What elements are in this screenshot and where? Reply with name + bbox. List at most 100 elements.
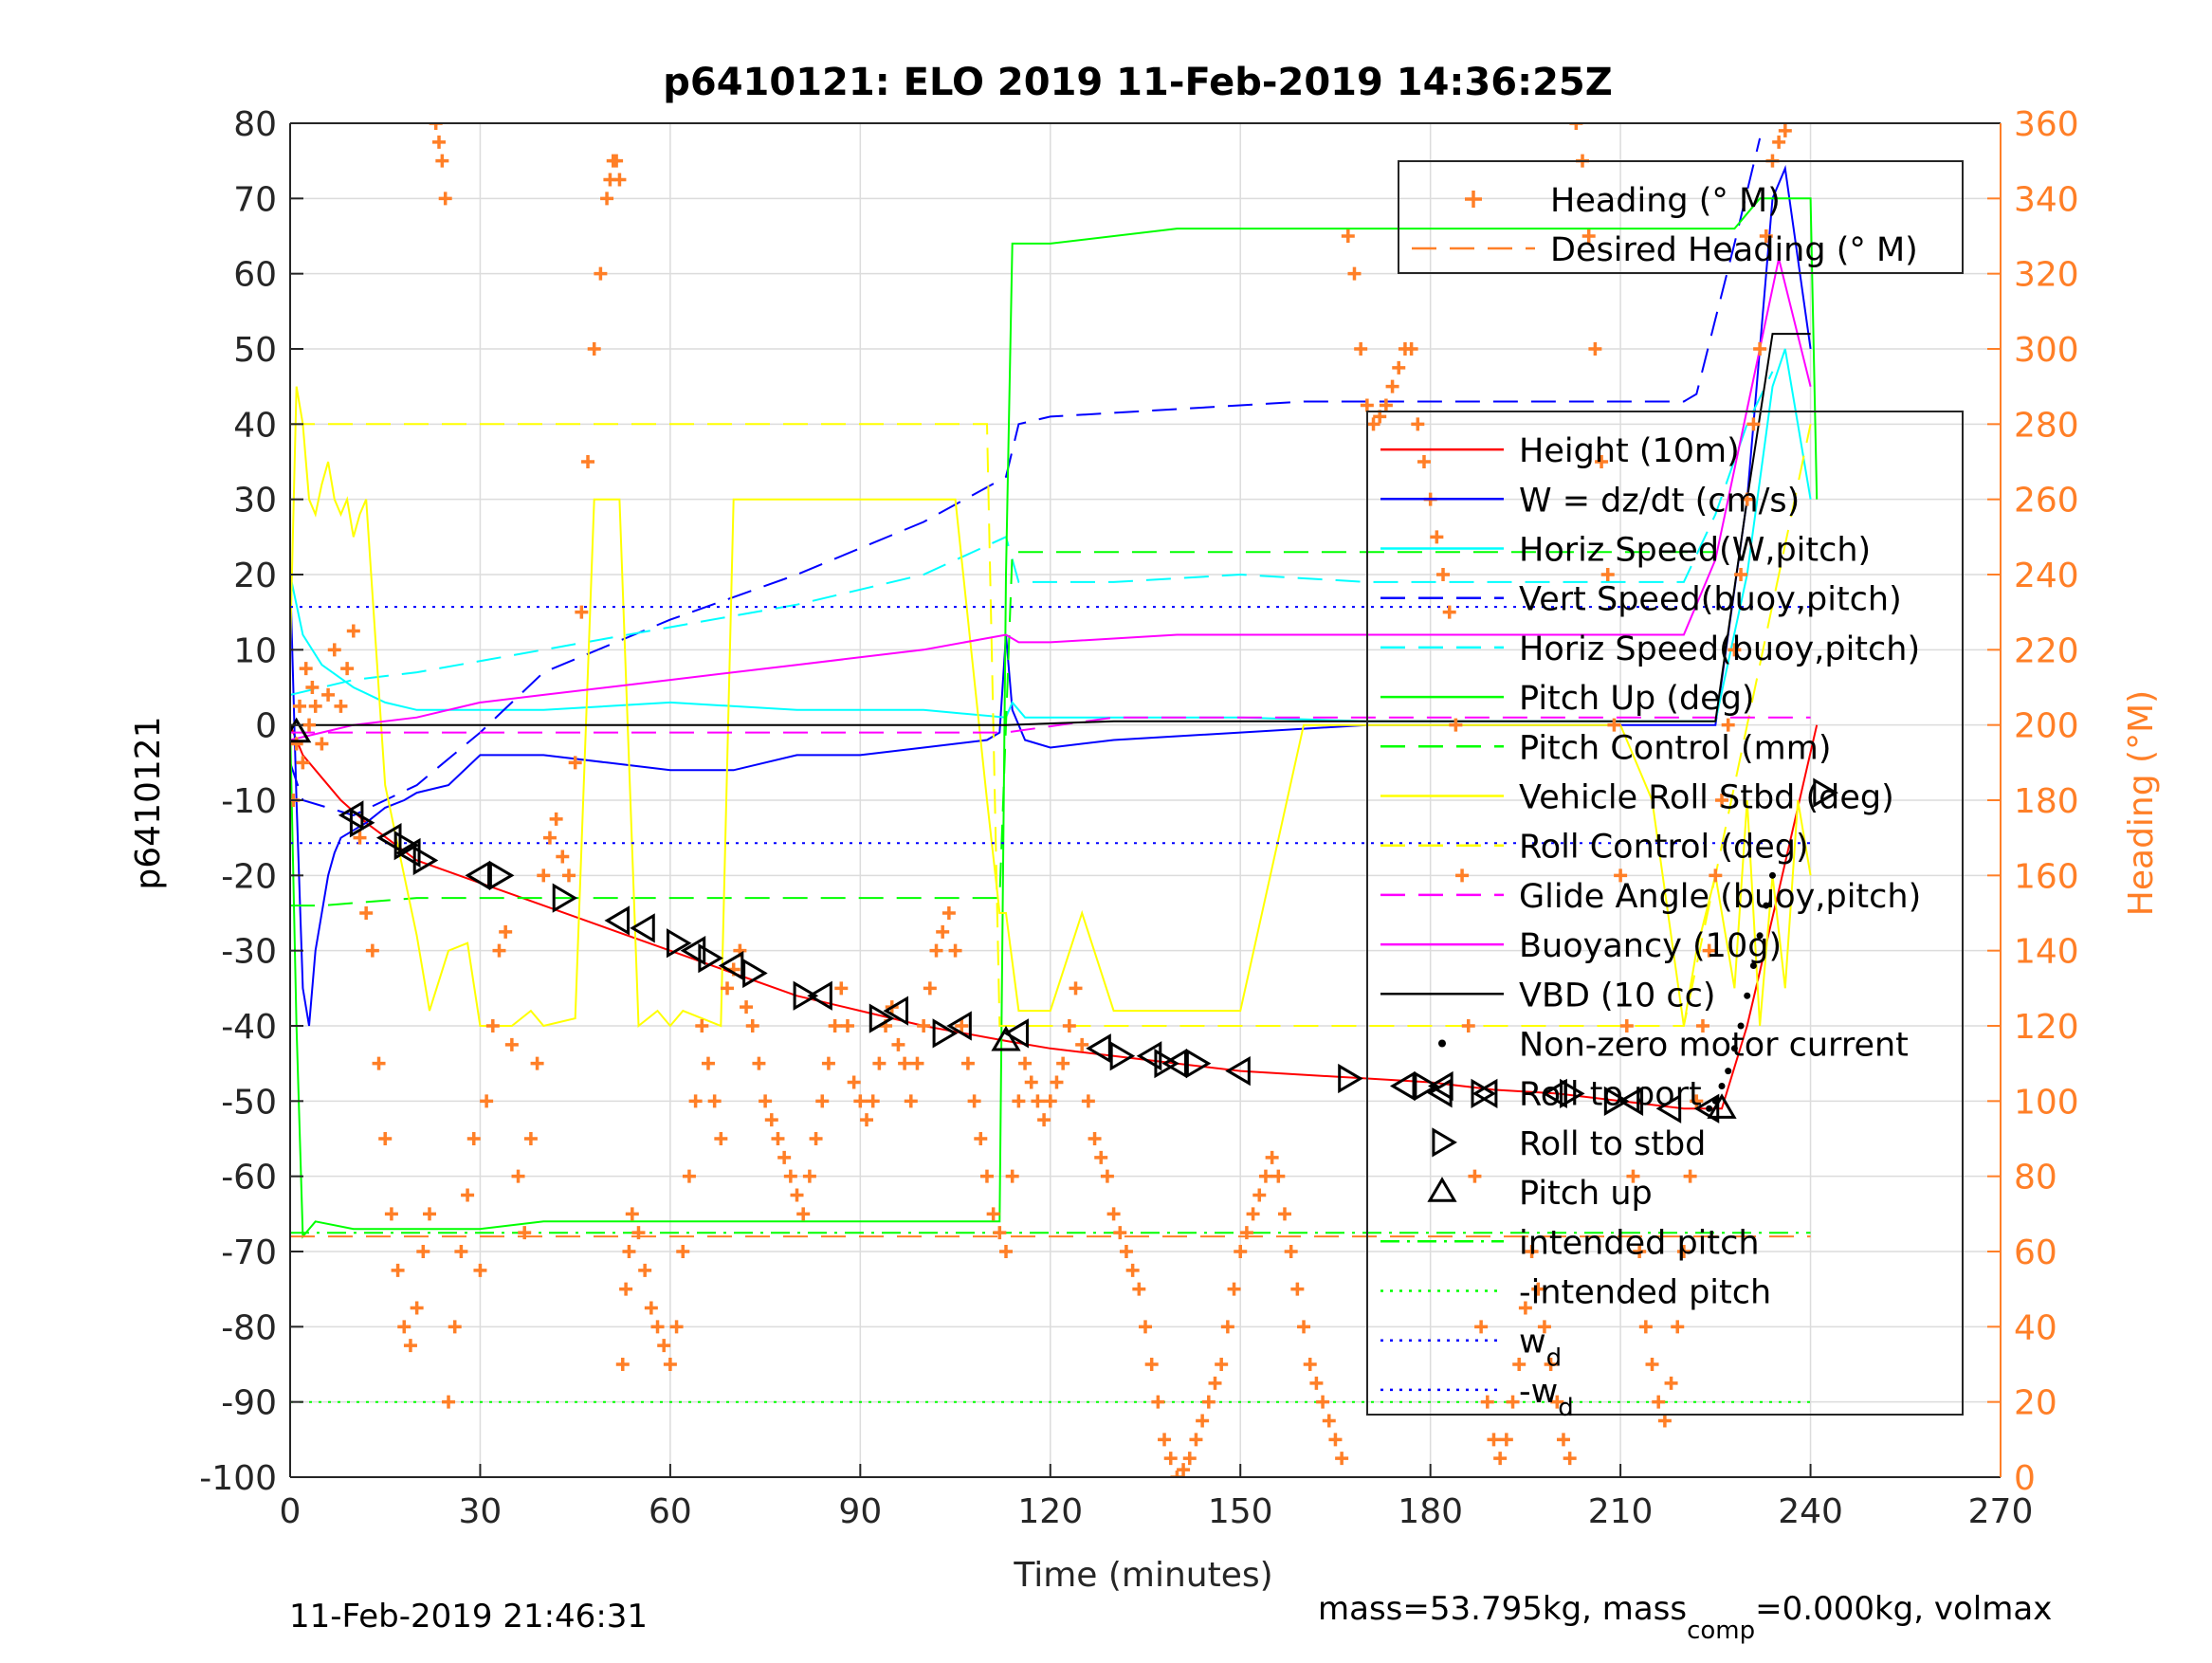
heading-point <box>619 1282 633 1296</box>
y2-tick-label: 340 <box>2014 180 2079 219</box>
y2-tick-label: 60 <box>2014 1234 2057 1272</box>
heading-point <box>967 1094 981 1108</box>
y-tick-label: 30 <box>233 482 277 521</box>
heading-point <box>1246 1207 1260 1221</box>
heading-point <box>1144 1358 1159 1371</box>
heading-point <box>1360 398 1374 412</box>
heading-point <box>1196 1414 1210 1428</box>
heading-point <box>740 1000 754 1014</box>
heading-point <box>1385 379 1399 393</box>
heading-point <box>575 605 589 619</box>
motor-current-point <box>1749 962 1757 970</box>
legend-entry-text: Desired Heading (° M) <box>1550 231 1918 269</box>
heading-point <box>1265 1150 1279 1164</box>
legend-entry-text: intended pitch <box>1519 1224 1760 1262</box>
heading-point <box>1569 123 1583 130</box>
roll-port-marker <box>1693 1093 1720 1124</box>
tick-labels: 0 30 60 90 120 150 180 210 240 270 80 70 60 50 40 30 20 1… <box>199 105 2078 1531</box>
y2-tick-label: 220 <box>2014 631 2079 670</box>
legend-entry-label: Pitch Control (mm) <box>1519 729 1831 767</box>
roll-port-marker <box>718 950 744 981</box>
heading-point <box>454 1245 468 1258</box>
y-tick-label: -90 <box>221 1384 277 1423</box>
heading-point <box>334 699 348 713</box>
y-tick-label: 0 <box>255 707 277 746</box>
heading-point <box>631 1226 646 1240</box>
heading-point <box>1125 1263 1140 1277</box>
legend-entry-text: Pitch up <box>1519 1175 1653 1213</box>
heading-point <box>1227 1282 1241 1296</box>
heading-point <box>561 868 576 883</box>
heading-point <box>302 718 317 732</box>
heading-point <box>1005 1169 1019 1183</box>
roll-stbd-marker <box>393 830 420 861</box>
heading-point <box>1347 266 1362 281</box>
heading-point <box>549 812 563 826</box>
heading-point <box>410 1301 424 1315</box>
legend-entry-text: Roll Control (deg) <box>1519 829 1809 867</box>
heading-point <box>1518 1301 1532 1315</box>
heading-point <box>327 643 341 657</box>
heading-point <box>1037 1113 1051 1127</box>
roll-stbd-marker <box>412 845 439 876</box>
heading-point <box>1031 1094 1045 1108</box>
heading-point <box>1379 398 1393 412</box>
roll-port-marker <box>1618 1086 1644 1116</box>
heading-point <box>688 1094 703 1108</box>
heading-point <box>1075 1037 1089 1051</box>
heading-point <box>771 1132 785 1145</box>
heading-point <box>993 1226 1007 1240</box>
heading-point <box>422 1207 436 1221</box>
heading-point <box>1595 455 1609 468</box>
y2-tick-label: 180 <box>2014 782 2079 821</box>
heading-point <box>955 1019 969 1033</box>
heading-point <box>1600 568 1615 581</box>
heading-point <box>466 1132 481 1145</box>
roll-port-marker <box>883 996 909 1026</box>
footer-mass-sub: comp <box>1687 1617 1755 1645</box>
heading-point <box>904 1094 918 1108</box>
series-8-line <box>290 423 1812 1027</box>
roll-port-marker <box>394 837 421 868</box>
y-axis-label: p6410121 <box>129 716 168 889</box>
heading-point <box>1158 1433 1172 1447</box>
heading-point <box>872 1056 887 1070</box>
heading-point <box>600 192 614 206</box>
heading-point <box>1493 1452 1508 1466</box>
heading-point <box>1537 1320 1551 1334</box>
heading-point <box>625 1207 639 1221</box>
heading-point <box>986 1207 1000 1221</box>
heading-point <box>936 924 950 939</box>
y-tick-label: -40 <box>221 1008 277 1047</box>
y2-tick-label: 160 <box>2014 857 2079 896</box>
heading-point <box>403 1339 417 1353</box>
heading-point <box>1088 1132 1102 1145</box>
footer-mass-suffix: =0.000kg, volmax <box>1755 1590 2052 1628</box>
heading-point <box>650 1320 665 1334</box>
heading-point <box>308 699 322 713</box>
legend-entry-text: Horiz Speed(W,pitch) <box>1519 532 1871 570</box>
heading-point <box>448 1320 462 1334</box>
legend-entry-text: Vehicle Roll Stbd (deg) <box>1519 779 1894 817</box>
heading-point <box>1778 123 1792 137</box>
heading-point <box>1290 1282 1305 1296</box>
heading-point <box>530 1056 544 1070</box>
y-tick-label: -60 <box>221 1159 277 1197</box>
legend-entry-subscript: d <box>1546 1344 1563 1373</box>
heading-point <box>473 1263 487 1277</box>
heading-point <box>1683 1169 1697 1183</box>
y-tick-label: -100 <box>199 1459 277 1498</box>
heading-point <box>802 1169 816 1183</box>
heading-point <box>615 1358 630 1371</box>
roll-stbd-marker <box>666 928 692 959</box>
heading-point <box>1328 1433 1343 1447</box>
roll-port-marker <box>630 913 655 943</box>
heading-point <box>1316 1395 1330 1409</box>
heading-point <box>1544 1358 1558 1371</box>
heading-point <box>745 1019 759 1033</box>
heading-point <box>860 1113 874 1127</box>
heading-point <box>1531 1282 1545 1296</box>
heading-point <box>1284 1245 1298 1258</box>
roll-stbd-marker <box>1560 1078 1585 1109</box>
